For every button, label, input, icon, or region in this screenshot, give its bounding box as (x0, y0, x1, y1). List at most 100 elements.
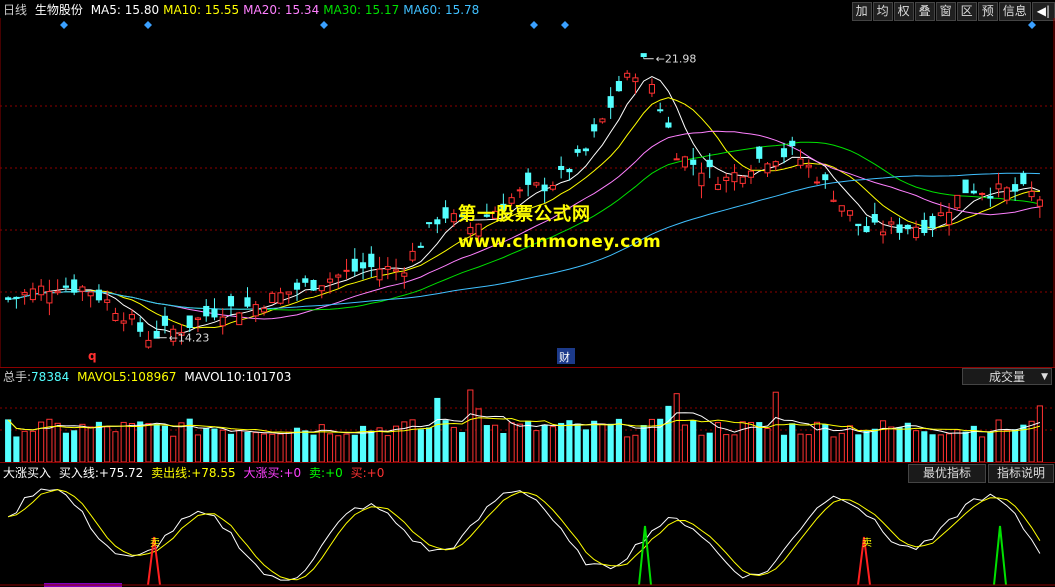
toolbar-button-forecast[interactable]: 预 (977, 2, 998, 21)
candle-body (533, 182, 540, 186)
toolbar-button-add[interactable]: 加 (851, 2, 872, 21)
price-chart[interactable]: ←21.98 ←14.23 q 财 (0, 18, 1055, 368)
candle-body (995, 183, 1002, 190)
buy-signal-value: +0 (366, 466, 385, 480)
volume-bar (1003, 430, 1010, 462)
toolbar-button-average[interactable]: 均 (872, 2, 893, 21)
volume-bar (987, 432, 994, 462)
volume-bar (343, 433, 350, 462)
volume-bar (921, 431, 928, 462)
volume-bar (285, 431, 292, 462)
buy-line-curve (7, 488, 1041, 581)
volume-bar (203, 428, 210, 462)
volume-bar (368, 430, 375, 462)
candle-body (442, 207, 449, 219)
volume-indicator-dropdown[interactable]: 成交量 ▼ (962, 368, 1052, 385)
volume-bar (186, 418, 193, 462)
candle-body (475, 223, 482, 237)
candle-body (558, 165, 565, 170)
candle-body (591, 124, 598, 132)
volume-bar (450, 426, 457, 462)
exit-icon[interactable]: ◀| (1031, 2, 1055, 21)
volume-bar (29, 430, 36, 462)
volume-bar (962, 431, 969, 462)
candle-body (756, 146, 763, 159)
mavol5-line (7, 412, 1041, 435)
candle-body (260, 307, 268, 313)
candle-body (46, 291, 53, 304)
volume-bar (525, 420, 532, 462)
sell-marker-text: 卖 (150, 537, 160, 549)
candle-body (87, 291, 94, 297)
candle-body (269, 292, 276, 303)
candle-body (822, 174, 829, 181)
volume-bar (995, 419, 1002, 462)
candle-body (1012, 184, 1019, 192)
candle-body (970, 190, 977, 194)
volume-bar (648, 418, 655, 462)
candle-body (401, 272, 408, 277)
main-chart-header: 日线 生物股份 MA5: 15.80 MA10: 15.55 MA20: 15.34… (3, 1, 487, 19)
volume-bar (764, 428, 771, 462)
volume-bar (302, 430, 309, 462)
volume-bar (731, 434, 738, 462)
candle-body (541, 184, 548, 192)
event-diamond-icon (144, 21, 152, 29)
candle-body (690, 159, 697, 165)
candle-body (409, 250, 416, 261)
volume-bar (227, 433, 235, 462)
candle-body (549, 184, 556, 190)
best-indicator-button[interactable]: 最优指标 (908, 464, 986, 483)
candle-body (112, 312, 119, 321)
toolbar-button-window[interactable]: 窗 (935, 2, 956, 21)
volume-total-value: 78384 (31, 370, 70, 384)
mavol10-line (7, 417, 1041, 433)
volume-bar (112, 431, 119, 462)
candle-body (310, 280, 317, 291)
toolbar-button-range[interactable]: 区 (956, 2, 977, 21)
volume-bar (846, 425, 854, 462)
volume-bar (574, 423, 581, 462)
volume-bar (310, 434, 317, 462)
volume-bar (508, 422, 515, 462)
candle-body (120, 320, 127, 324)
toolbar-button-info[interactable]: 信息 (998, 2, 1031, 21)
candle-body (343, 269, 350, 272)
candle-body (203, 305, 210, 317)
volume-bar (813, 421, 821, 462)
candle-body (904, 224, 911, 230)
volume-bar (475, 408, 482, 462)
volume-chart[interactable] (0, 386, 1055, 462)
buy-signal-label: 买: (350, 466, 367, 480)
candle-body (813, 181, 821, 184)
candle-body (1036, 199, 1043, 207)
candle-body (624, 72, 631, 78)
volume-bar (178, 422, 185, 462)
toolbar-button-overlay[interactable]: 叠 (914, 2, 935, 21)
volume-bar (62, 432, 69, 462)
indicator-name: 大涨买入 (3, 466, 52, 480)
big-buy-label: 大涨买: (243, 466, 284, 480)
mavol10-value: 101703 (245, 370, 292, 384)
volume-bar (946, 433, 953, 462)
candle-body (648, 83, 655, 94)
indicator-chart[interactable]: 卖卖 (0, 482, 1055, 587)
candle-body (285, 291, 292, 295)
ma-legend-item: MA5: 15.80 (90, 3, 160, 17)
volume-bar (417, 429, 424, 462)
volume-bar (1036, 405, 1043, 462)
candle-body (574, 149, 581, 153)
volume-bar (888, 426, 895, 462)
volume-bar (318, 424, 325, 462)
volume-bar (706, 432, 713, 462)
volume-bar (797, 433, 804, 462)
volume-bar (79, 423, 86, 462)
volume-bar (739, 421, 746, 462)
toolbar-button-rights[interactable]: 权 (893, 2, 914, 21)
volume-bar (120, 421, 127, 462)
volume-bar (483, 425, 490, 462)
indicator-help-button[interactable]: 指标说明 (988, 464, 1054, 483)
candle-body (855, 223, 862, 227)
volume-bar (640, 425, 647, 462)
candle-body (698, 172, 705, 187)
